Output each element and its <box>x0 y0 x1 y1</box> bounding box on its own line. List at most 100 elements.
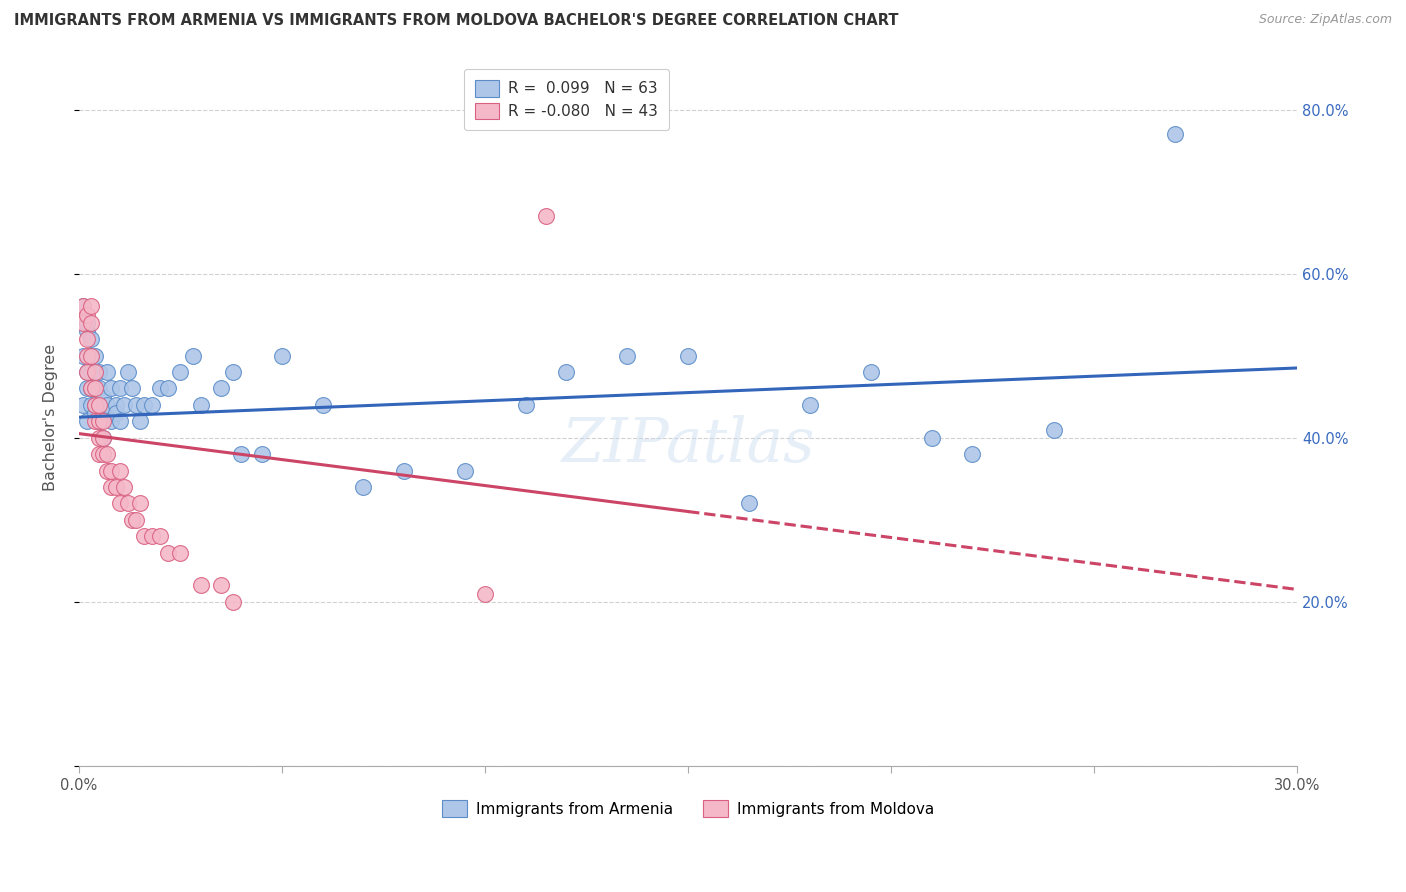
Point <box>141 398 163 412</box>
Point <box>104 406 127 420</box>
Point <box>125 513 148 527</box>
Point <box>121 382 143 396</box>
Point <box>169 545 191 559</box>
Point <box>209 578 232 592</box>
Point <box>108 414 131 428</box>
Point <box>80 382 103 396</box>
Point <box>76 414 98 428</box>
Point <box>84 382 107 396</box>
Point <box>132 398 155 412</box>
Point <box>799 398 821 412</box>
Point <box>84 398 107 412</box>
Point <box>121 513 143 527</box>
Point <box>89 414 111 428</box>
Point <box>80 365 103 379</box>
Point <box>80 349 103 363</box>
Point <box>84 349 107 363</box>
Text: Source: ZipAtlas.com: Source: ZipAtlas.com <box>1258 13 1392 27</box>
Point <box>76 308 98 322</box>
Point <box>76 332 98 346</box>
Point <box>89 365 111 379</box>
Point <box>91 431 114 445</box>
Point <box>108 463 131 477</box>
Point <box>89 447 111 461</box>
Point <box>72 300 94 314</box>
Point <box>231 447 253 461</box>
Point <box>149 382 172 396</box>
Point <box>392 463 415 477</box>
Point <box>72 316 94 330</box>
Point <box>555 365 578 379</box>
Point <box>190 578 212 592</box>
Point <box>534 209 557 223</box>
Point <box>157 382 180 396</box>
Point <box>1164 127 1187 141</box>
Point <box>311 398 333 412</box>
Point <box>84 414 107 428</box>
Point <box>1042 423 1064 437</box>
Point <box>72 398 94 412</box>
Point <box>89 382 111 396</box>
Point <box>117 496 139 510</box>
Point <box>89 398 111 412</box>
Point <box>76 324 98 338</box>
Point <box>181 349 204 363</box>
Point <box>250 447 273 461</box>
Y-axis label: Bachelor's Degree: Bachelor's Degree <box>44 343 58 491</box>
Point <box>112 480 135 494</box>
Point <box>921 431 943 445</box>
Point <box>96 463 118 477</box>
Point <box>157 545 180 559</box>
Point <box>89 414 111 428</box>
Point <box>72 349 94 363</box>
Point <box>84 382 107 396</box>
Point <box>100 463 122 477</box>
Point <box>100 480 122 494</box>
Point <box>104 398 127 412</box>
Point <box>128 414 150 428</box>
Point <box>80 300 103 314</box>
Point <box>515 398 537 412</box>
Point <box>84 365 107 379</box>
Point <box>108 382 131 396</box>
Point <box>738 496 761 510</box>
Point <box>89 431 111 445</box>
Point <box>474 586 496 600</box>
Point <box>209 382 232 396</box>
Text: IMMIGRANTS FROM ARMENIA VS IMMIGRANTS FROM MOLDOVA BACHELOR'S DEGREE CORRELATION: IMMIGRANTS FROM ARMENIA VS IMMIGRANTS FR… <box>14 13 898 29</box>
Point <box>100 414 122 428</box>
Point <box>80 316 103 330</box>
Point <box>72 300 94 314</box>
Point <box>108 496 131 510</box>
Point <box>125 398 148 412</box>
Point <box>76 349 98 363</box>
Point <box>84 398 107 412</box>
Text: ZIPatlas: ZIPatlas <box>561 415 815 475</box>
Point <box>117 365 139 379</box>
Point <box>271 349 294 363</box>
Point <box>80 398 103 412</box>
Legend: Immigrants from Armenia, Immigrants from Moldova: Immigrants from Armenia, Immigrants from… <box>434 793 942 824</box>
Point <box>96 398 118 412</box>
Point <box>454 463 477 477</box>
Point <box>222 365 245 379</box>
Point <box>91 390 114 404</box>
Point <box>91 414 114 428</box>
Point <box>80 332 103 346</box>
Point <box>76 382 98 396</box>
Point <box>676 349 699 363</box>
Point <box>80 349 103 363</box>
Point <box>91 431 114 445</box>
Point <box>616 349 638 363</box>
Point <box>222 595 245 609</box>
Point <box>141 529 163 543</box>
Point <box>352 480 374 494</box>
Point <box>80 382 103 396</box>
Point <box>96 447 118 461</box>
Point <box>100 382 122 396</box>
Point <box>91 398 114 412</box>
Point <box>859 365 882 379</box>
Point <box>76 365 98 379</box>
Point <box>128 496 150 510</box>
Point <box>962 447 984 461</box>
